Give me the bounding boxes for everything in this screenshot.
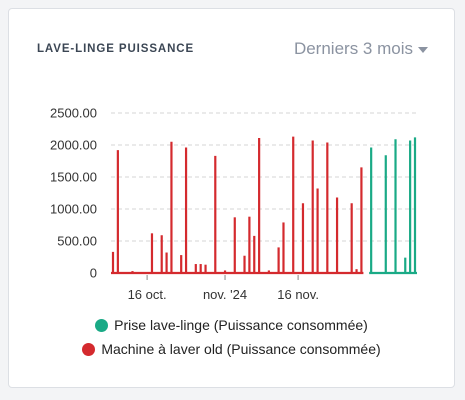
series-prise-lave-linge[interactable]	[369, 137, 417, 275]
legend-row-1: Prise lave-linge (Puissance consommée)	[9, 317, 454, 333]
legend-label-prise-lave-linge: Prise lave-linge (Puissance consommée)	[114, 317, 368, 333]
legend-item-prise-lave-linge[interactable]: Prise lave-linge (Puissance consommée)	[95, 317, 368, 333]
y-tick-label: 1000.00	[50, 202, 97, 217]
y-tick-label: 500.00	[57, 234, 97, 249]
series-machine-old[interactable]	[111, 136, 364, 275]
power-chart: 2500.00 2000.00 1500.00 1000.00 500.00 0 16 o…	[50, 106, 417, 302]
x-tick-label: nov. '24	[203, 287, 247, 302]
y-tick-label: 2000.00	[50, 138, 97, 153]
y-tick-label: 2500.00	[50, 106, 97, 121]
period-dropdown-label: Derniers 3 mois	[293, 39, 413, 58]
legend-label-machine-old: Machine à laver old (Puissance consommée…	[101, 341, 381, 357]
card-title: LAVE-LINGE PUISSANCE	[37, 43, 195, 55]
y-tick-label: 1500.00	[50, 170, 97, 185]
legend-swatch-red	[82, 342, 96, 356]
x-tick-label: 16 nov.	[277, 287, 319, 302]
y-axis-ticks: 2500.00 2000.00 1500.00 1000.00 500.00 0	[50, 106, 97, 281]
chevron-down-icon	[418, 47, 428, 53]
period-dropdown[interactable]: Derniers 3 mois	[294, 39, 428, 59]
x-axis-ticks: 16 oct. nov. '24 16 nov.	[128, 275, 319, 302]
legend-row-2: Machine à laver old (Puissance consommée…	[9, 341, 454, 357]
legend-item-machine-old[interactable]: Machine à laver old (Puissance consommée…	[82, 341, 381, 357]
legend-swatch-green	[95, 318, 109, 332]
y-tick-label: 0	[90, 266, 97, 281]
power-card: LAVE-LINGE PUISSANCE Derniers 3 mois 250…	[8, 8, 455, 388]
x-tick-label: 16 oct.	[128, 287, 167, 302]
